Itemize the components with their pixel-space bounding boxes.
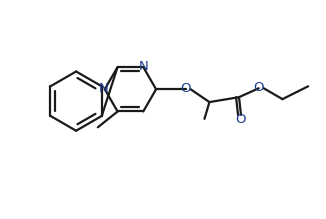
Text: O: O xyxy=(236,113,246,126)
Text: N: N xyxy=(138,60,148,72)
Text: O: O xyxy=(254,81,264,94)
Text: N: N xyxy=(99,82,109,95)
Text: O: O xyxy=(181,82,191,95)
